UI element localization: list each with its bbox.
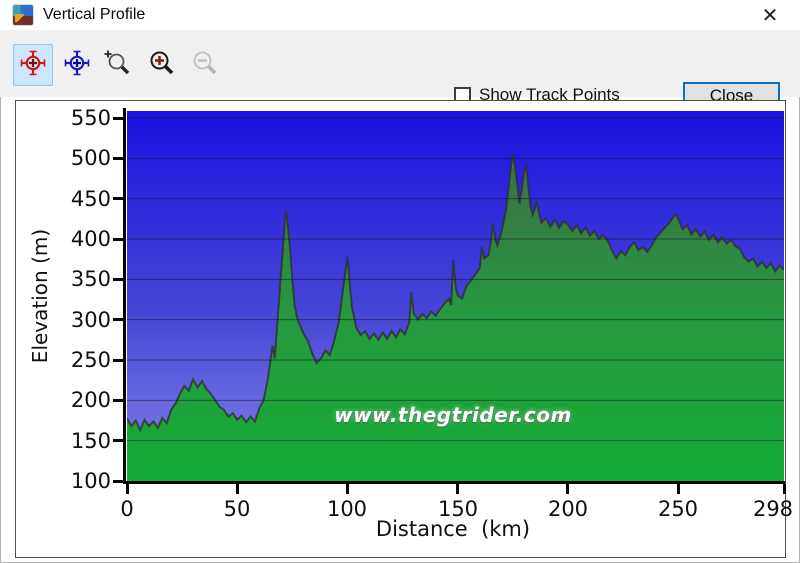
x-axis-line: [123, 481, 785, 484]
y-axis-title: Elevation (m): [28, 228, 52, 364]
y-tick-label: 550: [70, 106, 111, 130]
y-tick: [113, 480, 123, 483]
vertical-profile-chart: 550 500 450 400 350 300 250 200 150 100 0 50 100 150 2…: [15, 100, 793, 558]
x-tick: [126, 484, 129, 494]
y-tick-label: 250: [70, 348, 111, 372]
x-tick-label: 0: [120, 497, 134, 521]
zoom-select-button[interactable]: [97, 44, 137, 86]
y-tick-label: 100: [70, 469, 111, 493]
zoom-out-button: [185, 44, 225, 86]
y-tick: [113, 157, 123, 160]
app-icon: [13, 5, 33, 25]
y-tick: [113, 439, 123, 442]
y-tick-label: 150: [70, 429, 111, 453]
x-tick: [783, 484, 786, 494]
x-tick-label: 200: [547, 497, 589, 521]
x-tick-label: 250: [657, 497, 699, 521]
zoom-select-icon: [103, 49, 131, 82]
y-tick: [113, 197, 123, 200]
y-tick-label: 450: [70, 187, 111, 211]
x-tick: [236, 484, 239, 494]
close-icon[interactable]: ✕: [761, 4, 779, 27]
y-tick-label: 300: [70, 308, 111, 332]
y-tick-label: 500: [70, 146, 111, 170]
y-tick-label: 400: [70, 227, 111, 251]
gridlines: [127, 117, 784, 442]
zoom-in-icon: [148, 49, 176, 82]
show-track-points-label: Show Track Points: [479, 85, 620, 104]
window-title: Vertical Profile: [43, 6, 146, 23]
x-tick: [346, 484, 349, 494]
y-tick-label: 350: [70, 267, 111, 291]
terrain-edge-line: [127, 153, 784, 433]
y-tick-label: 200: [70, 388, 111, 412]
x-tick-label: 50: [223, 497, 251, 521]
center-on-track-blue-icon: [63, 49, 91, 82]
zoom-out-icon: [191, 49, 219, 82]
center-on-track-red-button[interactable]: [13, 44, 53, 86]
y-tick: [113, 117, 123, 120]
y-tick: [113, 238, 123, 241]
x-tick-label: 298: [752, 497, 794, 521]
terrain-area: [127, 153, 784, 481]
x-tick: [566, 484, 569, 494]
center-on-track-blue-button[interactable]: [57, 44, 97, 86]
x-tick-label: 150: [437, 497, 479, 521]
y-tick: [113, 318, 123, 321]
x-tick: [456, 484, 459, 494]
x-tick: [677, 484, 680, 494]
center-on-track-red-icon: [19, 49, 47, 82]
x-axis-title: Distance (km): [375, 517, 531, 541]
show-track-points-row: Show Track Points: [454, 85, 620, 105]
toolbar: Show Track Points Close: [0, 30, 800, 110]
title-bar: Vertical Profile ✕: [0, 0, 800, 31]
x-tick-label: 100: [326, 497, 368, 521]
y-axis-line: [123, 108, 126, 484]
watermark-text: www.thegtrider.com: [334, 403, 572, 427]
y-tick: [113, 399, 123, 402]
elevation-plot-area[interactable]: [127, 111, 784, 481]
zoom-in-button[interactable]: [142, 44, 182, 86]
y-tick: [113, 359, 123, 362]
y-tick: [113, 278, 123, 281]
